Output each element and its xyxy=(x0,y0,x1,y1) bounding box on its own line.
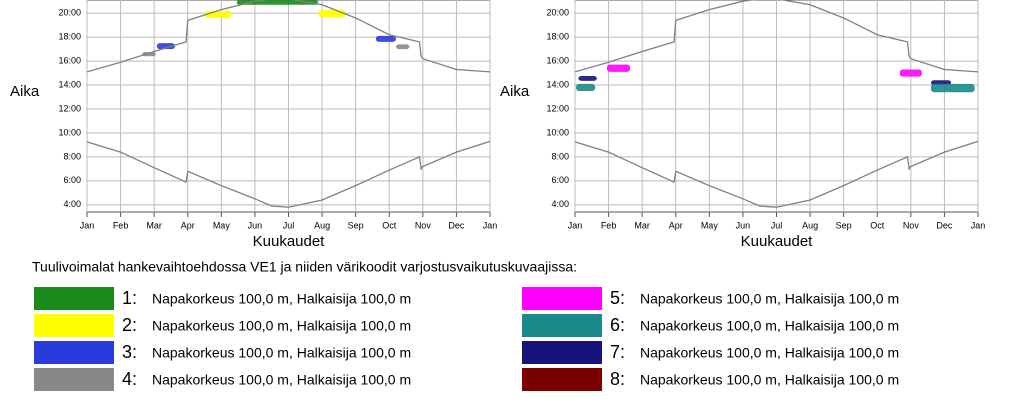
x-tick-label: Aug xyxy=(314,220,330,230)
legend-number: 5: xyxy=(610,288,625,308)
y-tick-label: 14:00 xyxy=(546,79,569,89)
y-tick-label: 14:00 xyxy=(58,79,81,89)
x-tick-label: Oct xyxy=(382,220,397,230)
y-tick-label: 16:00 xyxy=(58,55,81,65)
y-axis-title: Aika xyxy=(10,83,40,100)
y-tick-label: 12:00 xyxy=(58,103,81,113)
x-tick-label: Jul xyxy=(283,220,295,230)
legend-text: Napakorkeus 100,0 m, Halkaisija 100,0 m xyxy=(640,318,899,334)
legend-number: 7: xyxy=(610,342,625,362)
legend-text: Napakorkeus 100,0 m, Halkaisija 100,0 m xyxy=(152,345,411,361)
x-tick-label: Dec xyxy=(448,220,465,230)
x-tick-label: Aug xyxy=(802,220,818,230)
shadow-period xyxy=(142,52,156,57)
legend-text: Napakorkeus 100,0 m, Halkaisija 100,0 m xyxy=(640,291,899,307)
y-tick-label: 18:00 xyxy=(58,32,81,42)
shadow-period xyxy=(930,83,975,93)
x-tick-label: Jun xyxy=(248,220,263,230)
shadow-period xyxy=(375,35,396,42)
legend-swatch xyxy=(522,341,602,364)
y-tick-label: 20:00 xyxy=(58,8,81,18)
x-tick-label: Jan xyxy=(971,220,986,230)
x-tick-label: Jan xyxy=(80,220,95,230)
y-tick-label: 8:00 xyxy=(551,151,569,161)
legend-swatch xyxy=(34,287,114,310)
x-tick-label: Dec xyxy=(936,220,953,230)
y-tick-label: 6:00 xyxy=(63,175,81,185)
legend-number: 6: xyxy=(610,315,625,335)
shadow-period xyxy=(576,83,596,92)
shadow-period xyxy=(204,10,232,18)
y-tick-label: 4:00 xyxy=(63,199,81,209)
legend-swatch xyxy=(34,314,114,337)
legend-text: Napakorkeus 100,0 m, Halkaisija 100,0 m xyxy=(152,291,411,307)
y-tick-label: 10:00 xyxy=(546,127,569,137)
x-tick-label: May xyxy=(213,220,231,230)
shadow-period xyxy=(899,69,922,77)
y-axis-title: Aika xyxy=(500,83,530,100)
caption: Tuulivoimalat hankevaihtoehdossa VE1 ja … xyxy=(32,259,577,275)
x-tick-label: Jul xyxy=(771,220,783,230)
x-tick-label: Jan xyxy=(483,220,498,230)
x-tick-label: Apr xyxy=(669,220,683,230)
legend-text: Napakorkeus 100,0 m, Halkaisija 100,0 m xyxy=(640,345,899,361)
legend-number: 1: xyxy=(122,288,137,308)
x-axis-title: Kuukaudet xyxy=(253,233,326,250)
y-tick-label: 4:00 xyxy=(551,199,569,209)
x-tick-label: Mar xyxy=(634,220,650,230)
legend-number: 2: xyxy=(122,315,137,335)
y-tick-label: 18:00 xyxy=(546,32,569,42)
x-tick-label: May xyxy=(701,220,719,230)
legend-number: 4: xyxy=(122,369,137,389)
x-tick-label: Sep xyxy=(836,220,852,230)
x-tick-label: Mar xyxy=(146,220,162,230)
sun-curve xyxy=(86,140,491,208)
x-tick-label: Apr xyxy=(181,220,195,230)
y-tick-label: 8:00 xyxy=(63,151,81,161)
shadow-period xyxy=(318,9,346,18)
shadow-period xyxy=(606,64,631,72)
y-tick-label: 10:00 xyxy=(58,127,81,137)
x-tick-label: Sep xyxy=(348,220,364,230)
x-tick-label: Jun xyxy=(736,220,751,230)
legend-swatch xyxy=(522,314,602,337)
shadow-period xyxy=(578,76,597,81)
x-tick-label: Nov xyxy=(415,220,432,230)
legend-swatch xyxy=(34,341,114,364)
sun-curve xyxy=(574,0,979,73)
legend-number: 8: xyxy=(610,369,625,389)
y-tick-label: 12:00 xyxy=(546,103,569,113)
y-tick-label: 16:00 xyxy=(546,55,569,65)
x-tick-label: Oct xyxy=(870,220,885,230)
legend-swatch xyxy=(34,368,114,391)
sun-curve xyxy=(574,140,979,208)
x-tick-label: Nov xyxy=(903,220,920,230)
shadow-period xyxy=(395,44,410,50)
x-tick-label: Feb xyxy=(601,220,617,230)
legend-swatch xyxy=(522,368,602,391)
shadow-period xyxy=(156,43,175,50)
legend-number: 3: xyxy=(122,342,137,362)
x-tick-label: Feb xyxy=(113,220,129,230)
y-tick-label: 6:00 xyxy=(551,175,569,185)
legend-text: Napakorkeus 100,0 m, Halkaisija 100,0 m xyxy=(152,372,411,388)
legend-text: Napakorkeus 100,0 m, Halkaisija 100,0 m xyxy=(640,372,899,388)
y-tick-label: 20:00 xyxy=(546,8,569,18)
sun-curve xyxy=(86,0,491,73)
legend-swatch xyxy=(522,287,602,310)
x-tick-label: Jan xyxy=(568,220,583,230)
x-axis-title: Kuukaudet xyxy=(741,233,814,250)
legend-text: Napakorkeus 100,0 m, Halkaisija 100,0 m xyxy=(152,318,411,334)
